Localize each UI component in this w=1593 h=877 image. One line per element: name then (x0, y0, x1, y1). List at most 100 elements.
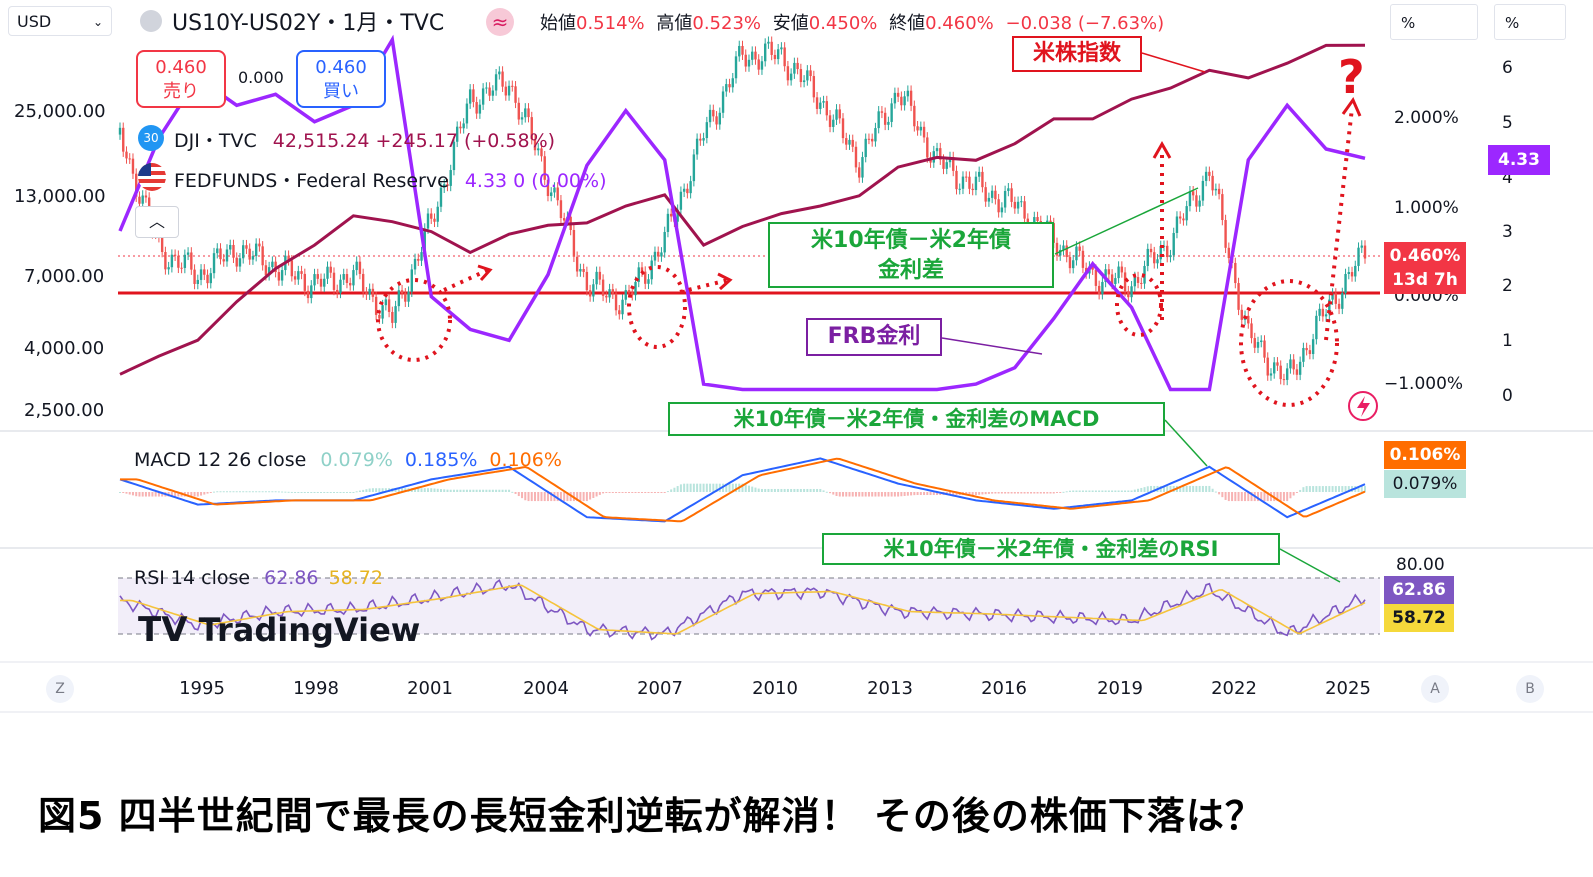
candle-body (977, 171, 981, 177)
candle-body (280, 270, 284, 281)
candle-body (1347, 272, 1350, 274)
approx-icon[interactable]: ≈ (486, 8, 514, 36)
macd-hist-bar (209, 492, 212, 493)
dji-line (119, 43, 1366, 376)
candle-body (1240, 309, 1243, 320)
mid-axis-label: 1.000% (1394, 198, 1459, 218)
macd-hist-bar (1065, 491, 1068, 493)
left-axis-label: 2,500.00 (24, 400, 105, 421)
macd-hist-bar (913, 492, 916, 496)
macd-hist-bar (303, 492, 306, 493)
annotation-frb: FRB金利 (806, 318, 942, 356)
b-button[interactable]: B (1516, 675, 1544, 703)
candle-body (699, 138, 702, 141)
candle-body (459, 126, 462, 129)
macd-hist-bar (760, 488, 763, 492)
a-button[interactable]: A (1421, 675, 1449, 703)
candle-body (251, 256, 255, 260)
candle-body (990, 190, 994, 198)
macd-hist-bar (861, 492, 864, 497)
chevron-up-icon: ︿ (148, 212, 165, 231)
pct-left-button[interactable]: % (1390, 4, 1478, 40)
candle-body (718, 112, 722, 125)
macd-hist-bar (229, 491, 232, 493)
figure-caption: 図5 四半世紀間で最長の長短金利逆転が解消！ その後の株価下落は？ (38, 794, 1264, 838)
macd-hist-bar (452, 489, 455, 492)
macd-hist-bar (1234, 492, 1237, 502)
macd-hist-bar (890, 492, 893, 497)
macd-hist-bar (384, 488, 387, 492)
candle-body (1256, 342, 1260, 348)
macd-hist-bar (1205, 485, 1208, 492)
macd-hist-bar (1007, 492, 1010, 494)
candle-body (1237, 283, 1240, 310)
buy-button[interactable]: 0.460 買い (296, 50, 386, 108)
macd-hist-bar (485, 489, 488, 492)
macd-hist-bar (154, 492, 157, 497)
macd-hist-bar (971, 492, 974, 496)
candle-body (122, 127, 125, 152)
macd-hist-bar (709, 483, 712, 492)
candle-body (216, 248, 219, 254)
candle-body (138, 196, 141, 204)
candle-body (1156, 259, 1159, 264)
macd-hist-bar (1295, 492, 1298, 493)
candle-body (708, 109, 712, 123)
z-button[interactable]: Z (46, 675, 74, 703)
macd-hist-bar (903, 492, 906, 496)
macd-hist-bar (1162, 485, 1165, 492)
collapse-legend-button[interactable]: ︿ (135, 206, 179, 238)
candle-body (511, 85, 514, 87)
macd-hist-bar (689, 483, 692, 492)
candle-body (763, 43, 767, 62)
macd-hist-bar (621, 492, 624, 493)
candle-body (391, 311, 394, 323)
fed-funds-line (118, 34, 1366, 392)
candle-body (845, 138, 848, 145)
candle-body (945, 162, 948, 169)
sell-button[interactable]: 0.460 売り (136, 50, 226, 108)
rsi-legend[interactable]: RSI 14 close 62.86 58.72 (134, 567, 383, 589)
macd-hist-bar (193, 492, 196, 497)
candle-body (559, 200, 563, 219)
macd-hist-bar (378, 488, 381, 492)
pct-right-button[interactable]: % (1494, 4, 1566, 40)
macd-hist-bar (864, 492, 867, 497)
macd-hist-bar (472, 489, 475, 492)
macd-hist-bar (375, 488, 378, 492)
macd-hist-bar (222, 491, 225, 493)
macd-hist-bar (1237, 492, 1240, 502)
macd-hist-bar (705, 483, 708, 492)
x-axis-label: 2007 (637, 678, 683, 699)
candle-body (1350, 272, 1354, 277)
mid-axis-label: 2.000% (1394, 108, 1459, 128)
macd-hist-bar (1130, 490, 1133, 492)
macd-hist-bar (1072, 490, 1075, 492)
candle-body (400, 290, 404, 294)
currency-select[interactable]: USD ⌄ (8, 6, 112, 36)
candle-body (1305, 347, 1308, 351)
candle-body (1247, 315, 1250, 324)
candle-body (647, 279, 650, 284)
candle-body (838, 109, 841, 119)
candle-body (1276, 362, 1279, 366)
macd-hist-bar (858, 492, 861, 497)
candle-body (387, 299, 391, 312)
candle-body (1166, 245, 1169, 258)
candle-body (209, 273, 212, 284)
candle-body (186, 252, 190, 255)
x-axis-label: 1995 (179, 678, 225, 699)
macd-legend-v2: 0.185% (404, 449, 478, 471)
macd-hist-bar (838, 492, 841, 497)
macd-hist-bar (783, 488, 786, 492)
dji-legend[interactable]: DJI・TVC 42,515.24 +245.17 (+0.58%) (174, 126, 555, 153)
macd-hist-bar (670, 489, 673, 492)
macd-hist-bar (443, 489, 446, 492)
arrow-head-2020 (1152, 140, 1172, 159)
fed-legend[interactable]: FEDFUNDS・Federal Reserve 4.33 0 (0.00%) (174, 166, 606, 193)
symbol-title[interactable]: US10Y-US02Y・1月・TVC (172, 11, 445, 36)
macd-legend[interactable]: MACD 12 26 close 0.079% 0.185% 0.106% (134, 449, 562, 471)
macd-hist-bar (1150, 485, 1153, 492)
macd-hist-bar (141, 492, 144, 497)
macd-hist-bar (809, 488, 812, 492)
